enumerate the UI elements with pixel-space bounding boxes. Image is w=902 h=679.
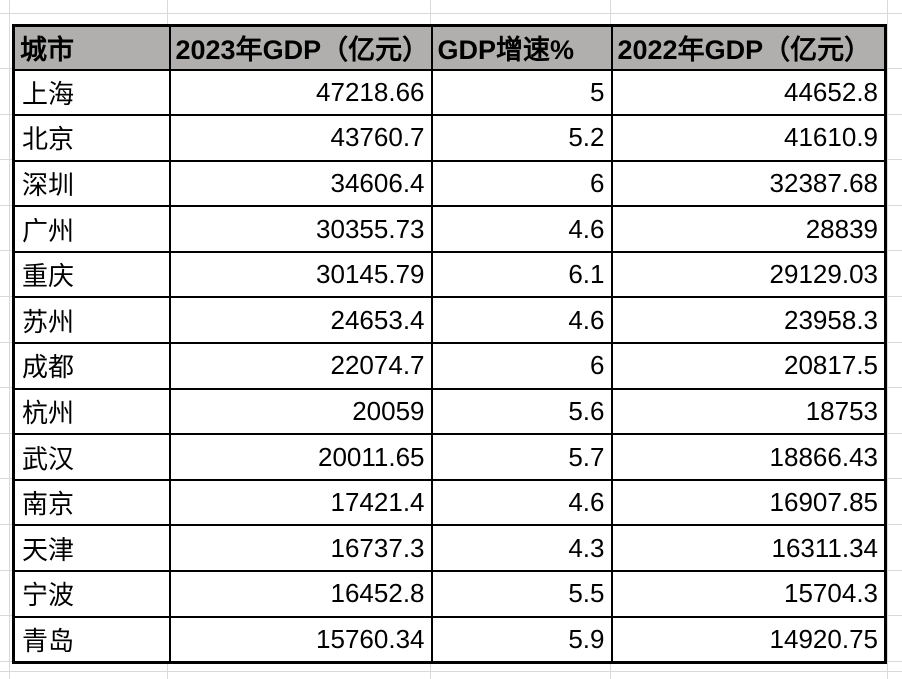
- table-row: 深圳 34606.4 6 32387.68: [12, 159, 887, 208]
- gridline-vertical: [887, 0, 888, 679]
- cell-gdp-2022[interactable]: 41610.9: [610, 114, 887, 162]
- header-cell-gdp-2022[interactable]: 2022年GDP（亿元）: [610, 24, 887, 71]
- table-row: 武汉 20011.65 5.7 18866.43: [12, 433, 887, 481]
- table-row: 成都 22074.7 6 20817.5: [12, 342, 887, 390]
- cell-gdp-2023[interactable]: 16737.3: [168, 524, 433, 573]
- cell-gdp-2023[interactable]: 47218.66: [168, 68, 433, 117]
- cell-gdp-2023[interactable]: 43760.7: [168, 114, 433, 162]
- cell-gdp-2023[interactable]: 34606.4: [168, 159, 433, 208]
- cell-growth[interactable]: 4.6: [430, 296, 613, 345]
- cell-city[interactable]: 重庆: [12, 250, 171, 299]
- cell-city[interactable]: 武汉: [12, 433, 171, 481]
- cell-growth[interactable]: 6: [430, 342, 613, 390]
- gridline-horizontal: [0, 671, 902, 672]
- cell-city[interactable]: 北京: [12, 114, 171, 162]
- cell-city[interactable]: 青岛: [12, 615, 171, 664]
- cell-gdp-2022[interactable]: 16907.85: [610, 478, 887, 527]
- cell-gdp-2023[interactable]: 22074.7: [168, 342, 433, 390]
- table-row: 南京 17421.4 4.6 16907.85: [12, 478, 887, 527]
- table-row: 苏州 24653.4 4.6 23958.3: [12, 296, 887, 345]
- cell-gdp-2022[interactable]: 15704.3: [610, 570, 887, 618]
- cell-growth[interactable]: 4.6: [430, 205, 613, 253]
- gridline-horizontal: [0, 13, 902, 14]
- cell-growth[interactable]: 5.7: [430, 433, 613, 481]
- cell-gdp-2023[interactable]: 20011.65: [168, 433, 433, 481]
- table-body: 上海 47218.66 5 44652.8 北京 43760.7 5.2 41610.9 深圳 3…: [12, 68, 887, 664]
- cell-gdp-2022[interactable]: 32387.68: [610, 159, 887, 208]
- cell-gdp-2022[interactable]: 16311.34: [610, 524, 887, 573]
- table-row: 重庆 30145.79 6.1 29129.03: [12, 250, 887, 299]
- cell-city[interactable]: 天津: [12, 524, 171, 573]
- cell-growth[interactable]: 5.2: [430, 114, 613, 162]
- cell-city[interactable]: 深圳: [12, 159, 171, 208]
- gdp-table: 城市 2023年GDP（亿元） GDP增速% 2022年GDP（亿元） 上海 47…: [12, 24, 887, 664]
- table-row: 广州 30355.73 4.6 28839: [12, 205, 887, 253]
- cell-city[interactable]: 成都: [12, 342, 171, 390]
- table-row: 青岛 15760.34 5.9 14920.75: [12, 615, 887, 664]
- cell-city[interactable]: 宁波: [12, 570, 171, 618]
- cell-gdp-2022[interactable]: 18866.43: [610, 433, 887, 481]
- cell-growth[interactable]: 5.9: [430, 615, 613, 664]
- cell-gdp-2023[interactable]: 30145.79: [168, 250, 433, 299]
- cell-growth[interactable]: 4.6: [430, 478, 613, 527]
- table-row: 宁波 16452.8 5.5 15704.3: [12, 570, 887, 618]
- cell-gdp-2022[interactable]: 23958.3: [610, 296, 887, 345]
- gridline-vertical: [9, 0, 10, 679]
- header-cell-growth[interactable]: GDP增速%: [430, 24, 613, 71]
- header-cell-city[interactable]: 城市: [12, 24, 171, 71]
- cell-city[interactable]: 杭州: [12, 387, 171, 436]
- cell-gdp-2023[interactable]: 17421.4: [168, 478, 433, 527]
- table-row: 北京 43760.7 5.2 41610.9: [12, 114, 887, 162]
- cell-growth[interactable]: 5: [430, 68, 613, 117]
- header-row: 城市 2023年GDP（亿元） GDP增速% 2022年GDP（亿元）: [12, 24, 887, 71]
- cell-gdp-2022[interactable]: 28839: [610, 205, 887, 253]
- cell-city[interactable]: 南京: [12, 478, 171, 527]
- cell-city[interactable]: 苏州: [12, 296, 171, 345]
- cell-gdp-2023[interactable]: 16452.8: [168, 570, 433, 618]
- cell-city[interactable]: 上海: [12, 68, 171, 117]
- header-cell-gdp-2023[interactable]: 2023年GDP（亿元）: [168, 24, 433, 71]
- cell-gdp-2022[interactable]: 44652.8: [610, 68, 887, 117]
- table-row: 杭州 20059 5.6 18753: [12, 387, 887, 436]
- cell-growth[interactable]: 6: [430, 159, 613, 208]
- cell-gdp-2023[interactable]: 30355.73: [168, 205, 433, 253]
- cell-city[interactable]: 广州: [12, 205, 171, 253]
- cell-gdp-2022[interactable]: 20817.5: [610, 342, 887, 390]
- cell-gdp-2022[interactable]: 14920.75: [610, 615, 887, 664]
- cell-gdp-2023[interactable]: 24653.4: [168, 296, 433, 345]
- cell-gdp-2023[interactable]: 15760.34: [168, 615, 433, 664]
- cell-gdp-2022[interactable]: 29129.03: [610, 250, 887, 299]
- table-row: 上海 47218.66 5 44652.8: [12, 68, 887, 117]
- cell-growth[interactable]: 5.5: [430, 570, 613, 618]
- cell-gdp-2022[interactable]: 18753: [610, 387, 887, 436]
- cell-growth[interactable]: 5.6: [430, 387, 613, 436]
- cell-gdp-2023[interactable]: 20059: [168, 387, 433, 436]
- table-row: 天津 16737.3 4.3 16311.34: [12, 524, 887, 573]
- cell-growth[interactable]: 6.1: [430, 250, 613, 299]
- cell-growth[interactable]: 4.3: [430, 524, 613, 573]
